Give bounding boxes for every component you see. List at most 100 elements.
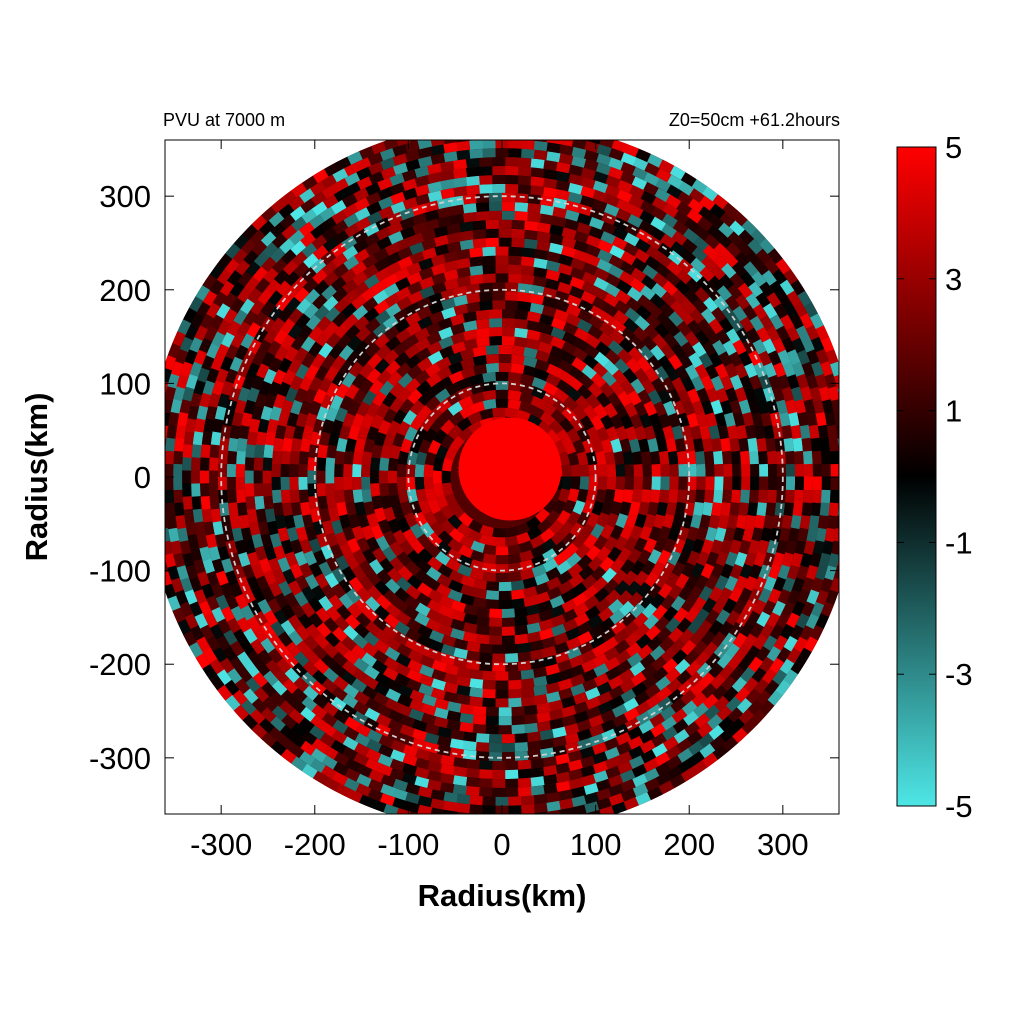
field-cell <box>599 617 616 633</box>
field-cell <box>165 583 177 600</box>
field-cell <box>649 226 666 241</box>
field-cell <box>469 804 484 814</box>
field-cell <box>810 502 821 517</box>
field-cell <box>558 580 575 595</box>
field-cell <box>200 457 210 472</box>
field-cell <box>485 590 500 600</box>
field-cell <box>775 399 788 415</box>
field-cell <box>290 216 307 232</box>
field-cell <box>611 801 628 814</box>
field-cell <box>533 248 548 260</box>
field-cell <box>513 327 528 339</box>
field-cell <box>488 751 503 762</box>
field-cell <box>439 169 455 182</box>
field-cell <box>676 320 692 337</box>
field-cell <box>529 405 545 419</box>
field-cell <box>290 603 306 620</box>
field-cell <box>220 515 232 530</box>
field-cell <box>537 518 553 534</box>
field-cell <box>577 308 593 323</box>
field-cell <box>346 151 363 165</box>
field-cell <box>268 581 283 598</box>
field-cell <box>300 208 318 224</box>
field-cell <box>492 536 506 547</box>
field-cell <box>508 562 523 573</box>
x-tick-label: -200 <box>284 827 346 862</box>
field-cell <box>481 273 496 284</box>
field-cell <box>738 708 755 725</box>
field-cell <box>262 457 273 472</box>
field-cell <box>478 291 493 302</box>
field-cell <box>696 526 709 542</box>
field-cell <box>604 656 621 671</box>
field-cell <box>647 437 659 453</box>
field-cell <box>402 763 418 776</box>
field-cell <box>669 463 679 477</box>
field-cell <box>311 234 328 250</box>
field-cell <box>456 522 473 538</box>
field-cell <box>352 463 362 478</box>
field-cell <box>583 813 588 814</box>
field-cell <box>569 415 585 432</box>
field-cell <box>481 140 496 149</box>
field-cell <box>643 424 656 441</box>
field-cell <box>269 533 282 549</box>
field-cell <box>253 457 264 472</box>
field-cell <box>786 348 801 365</box>
field-cell <box>661 561 676 578</box>
field-cell <box>561 331 578 346</box>
field-cell <box>271 450 282 465</box>
field-cell <box>254 444 265 459</box>
field-cell <box>320 284 337 301</box>
field-cell <box>446 241 462 253</box>
field-cell <box>334 450 346 465</box>
field-cell <box>428 301 444 315</box>
field-cell <box>466 768 481 779</box>
field-cell <box>572 438 586 454</box>
field-cell <box>801 437 812 452</box>
field-cell <box>674 279 691 296</box>
field-cell <box>587 614 604 629</box>
field-cell <box>457 811 471 814</box>
field-cell <box>550 408 566 424</box>
field-cell <box>643 537 658 554</box>
field-cell <box>726 609 741 626</box>
field-cell <box>366 513 380 529</box>
field-cell <box>533 802 549 814</box>
field-cell <box>612 226 629 241</box>
field-cell <box>405 792 421 805</box>
field-cell <box>694 607 710 624</box>
field-cell <box>693 702 710 718</box>
field-cell <box>409 689 426 703</box>
field-cell <box>651 463 661 477</box>
field-cell <box>557 668 574 682</box>
field-cell <box>592 180 608 194</box>
field-cell <box>437 726 453 739</box>
field-cell <box>750 709 767 725</box>
field-cell <box>556 509 572 526</box>
field-cell <box>338 514 352 530</box>
field-cell <box>620 152 637 166</box>
field-cell <box>825 589 839 605</box>
field-cell <box>184 349 198 365</box>
field-cell <box>360 464 371 478</box>
field-cell <box>218 450 228 465</box>
field-cell <box>607 391 622 408</box>
field-cell <box>708 213 725 230</box>
field-cell <box>661 715 678 731</box>
field-cell <box>810 624 824 641</box>
field-cell <box>363 607 379 623</box>
field-cell <box>361 451 373 466</box>
field-cell <box>263 610 279 627</box>
field-cell <box>173 552 186 569</box>
field-cell <box>572 533 588 549</box>
field-cell <box>494 380 509 390</box>
field-cell <box>690 513 702 529</box>
field-cell <box>665 616 681 633</box>
field-cell <box>682 537 696 554</box>
field-cell <box>736 424 748 440</box>
field-cell <box>692 297 708 314</box>
field-cell <box>414 612 431 627</box>
field-cell <box>148 431 158 445</box>
field-cell <box>584 791 600 805</box>
